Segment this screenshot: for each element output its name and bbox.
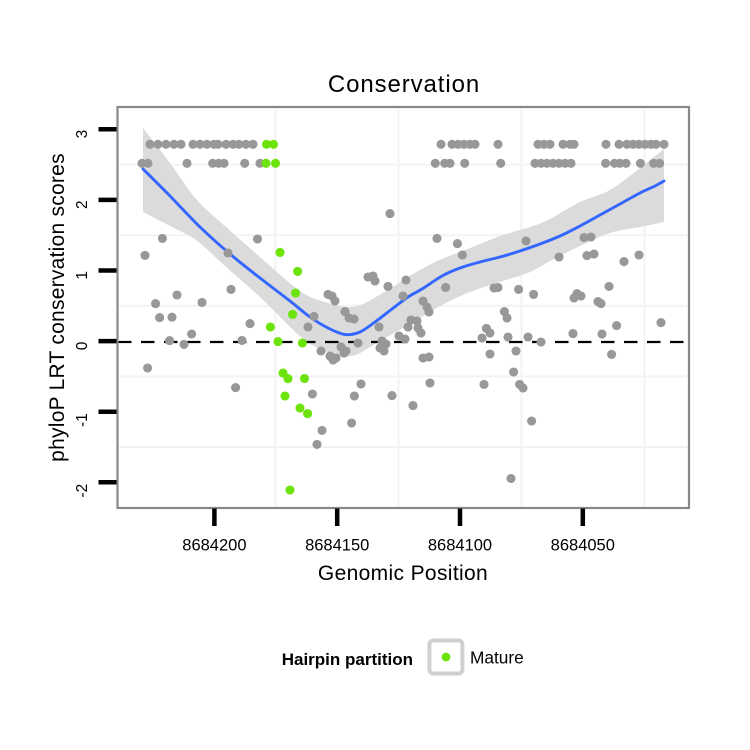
svg-text:2: 2 (74, 200, 91, 209)
svg-text:Genomic Position: Genomic Position (318, 562, 488, 585)
svg-text:1: 1 (74, 271, 91, 280)
svg-text:phyloP LRT conservation scores: phyloP LRT conservation scores (46, 153, 69, 462)
svg-text:0: 0 (74, 341, 91, 350)
svg-text:-2: -2 (74, 484, 91, 498)
svg-text:3: 3 (74, 130, 91, 139)
svg-text:Hairpin partition: Hairpin partition (282, 650, 413, 669)
svg-text:8684150: 8684150 (305, 537, 369, 555)
svg-text:-1: -1 (74, 413, 91, 427)
svg-text:Conservation: Conservation (328, 71, 480, 98)
svg-text:8684200: 8684200 (182, 537, 246, 555)
svg-text:8684050: 8684050 (551, 537, 615, 555)
svg-text:8684100: 8684100 (428, 537, 492, 555)
svg-text:Mature: Mature (470, 648, 524, 668)
